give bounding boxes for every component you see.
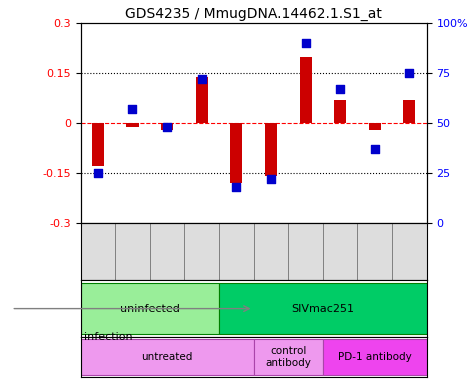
Bar (300, 56, 312, 123)
Point (371, 146, 379, 152)
Text: untreated: untreated (142, 352, 193, 362)
Point (163, 124, 171, 130)
Bar (334, 100, 346, 123)
FancyBboxPatch shape (219, 283, 427, 334)
Text: PD-1 antibody: PD-1 antibody (338, 352, 412, 362)
Point (336, 86, 344, 92)
Bar (369, 123, 381, 130)
Bar (196, 76, 208, 123)
Point (267, 176, 275, 182)
FancyBboxPatch shape (254, 339, 323, 375)
Point (129, 106, 136, 112)
Point (233, 184, 240, 190)
Text: control
antibody: control antibody (266, 346, 311, 368)
Point (302, 40, 309, 46)
Bar (265, 123, 277, 176)
Point (198, 76, 206, 82)
Text: infection: infection (84, 332, 133, 342)
Bar (403, 100, 416, 123)
Point (406, 70, 413, 76)
Bar (230, 123, 242, 183)
Text: uninfected: uninfected (120, 304, 180, 314)
FancyBboxPatch shape (323, 339, 427, 375)
Title: GDS4235 / MmugDNA.14462.1.S1_at: GDS4235 / MmugDNA.14462.1.S1_at (125, 7, 382, 21)
Text: SIVmac251: SIVmac251 (291, 304, 354, 314)
FancyBboxPatch shape (81, 283, 219, 334)
Point (94, 170, 102, 176)
FancyBboxPatch shape (81, 339, 254, 375)
Bar (92, 123, 104, 166)
Bar (126, 123, 139, 126)
Bar (161, 123, 173, 130)
